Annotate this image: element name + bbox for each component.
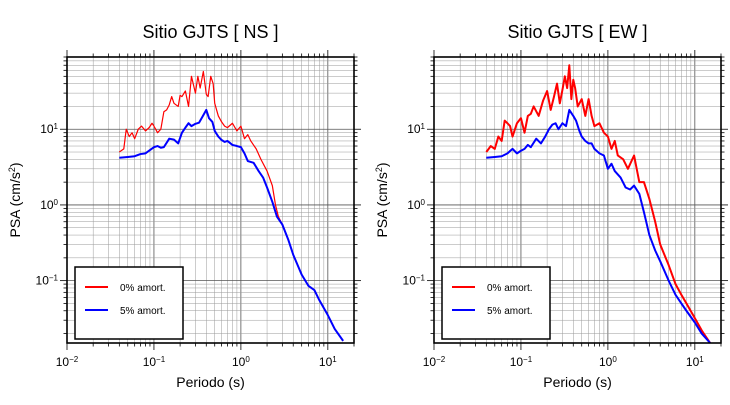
x-tick-label-base: 10 [56,355,70,369]
x-tick-label: 10−2 [56,355,79,370]
x-tick-label-base: 10 [510,355,524,369]
x-tick-label: 100 [232,355,250,370]
y-tick-label-base: 10 [407,122,421,136]
legend-label: 0% amort. [120,283,166,294]
y-tick-label-exp: −1 [416,273,426,282]
x-tick-label-exp: −1 [156,355,166,364]
y-axis-label: PSA (cm/s2) [7,162,23,237]
x-tick-label: 10−1 [143,355,166,370]
y-tick-label: 101 [407,122,425,137]
chart-title: Sitio GJTS [ EW ] [507,22,647,42]
x-tick-label: 101 [686,355,704,370]
legend-label: 5% amort. [120,306,166,317]
plot-frame [433,56,722,344]
y-axis-label: PSA (cm/s2) [374,162,390,237]
y-tick-label-base: 10 [40,198,54,212]
y-axis-label-text: PSA (cm/s [374,172,390,237]
y-axis-label-exp: 2 [374,167,384,172]
x-tick-label: 10−1 [510,355,533,370]
y-tick-label-exp: 1 [54,122,59,131]
legend: 0% amort. 5% amort. [74,266,184,340]
y-axis-label-exp: 2 [7,167,17,172]
x-tick-label-exp: 1 [332,355,337,364]
chart-title: Sitio GJTS [ NS ] [142,22,278,42]
y-axis-label-close: ) [7,162,23,167]
y-axis-label-close: ) [374,162,390,167]
y-tick-label-base: 10 [36,274,50,288]
plot-frame [66,56,355,344]
y-tick-label-base: 10 [407,198,421,212]
legend-label: 0% amort. [487,283,533,294]
y-tick-label: 10−1 [36,273,59,288]
x-tick-label-exp: −2 [436,355,446,364]
x-tick-label-base: 10 [686,355,700,369]
x-axis-label: Periodo (s) [176,374,244,390]
x-tick-label-base: 10 [423,355,437,369]
y-tick-label-base: 10 [40,122,54,136]
y-tick-label: 100 [407,197,425,212]
legend-box [74,266,184,340]
x-tick-label-exp: 0 [612,355,617,364]
legend-label: 5% amort. [487,306,533,317]
y-tick-label-exp: 1 [421,122,426,131]
series-line-amort-5 [486,108,711,344]
legend-box [441,266,551,340]
x-tick-label: 101 [319,355,337,370]
x-axis-label: Periodo (s) [543,374,611,390]
y-tick-label: 101 [40,122,58,137]
series-line-amort-5 [119,108,344,342]
x-tick-label-exp: 0 [245,355,250,364]
legend: 0% amort. 5% amort. [441,266,551,340]
y-tick-label: 10−1 [403,273,426,288]
x-tick-label-exp: −1 [523,355,533,364]
x-tick-label-base: 10 [599,355,613,369]
x-tick-label: 100 [599,355,617,370]
x-tick-label-exp: 1 [699,355,704,364]
y-axis-label-text: PSA (cm/s [7,172,23,237]
y-tick-label-base: 10 [403,274,417,288]
x-tick-label-base: 10 [232,355,246,369]
y-tick-label-exp: 0 [421,197,426,206]
y-tick-label-exp: −1 [49,273,59,282]
x-tick-label-base: 10 [319,355,333,369]
x-tick-label-base: 10 [143,355,157,369]
x-tick-label: 10−2 [423,355,446,370]
y-tick-label: 100 [40,197,58,212]
y-tick-label-exp: 0 [54,197,59,206]
x-tick-label-exp: −2 [69,355,79,364]
series-line-amort-0 [485,64,711,344]
